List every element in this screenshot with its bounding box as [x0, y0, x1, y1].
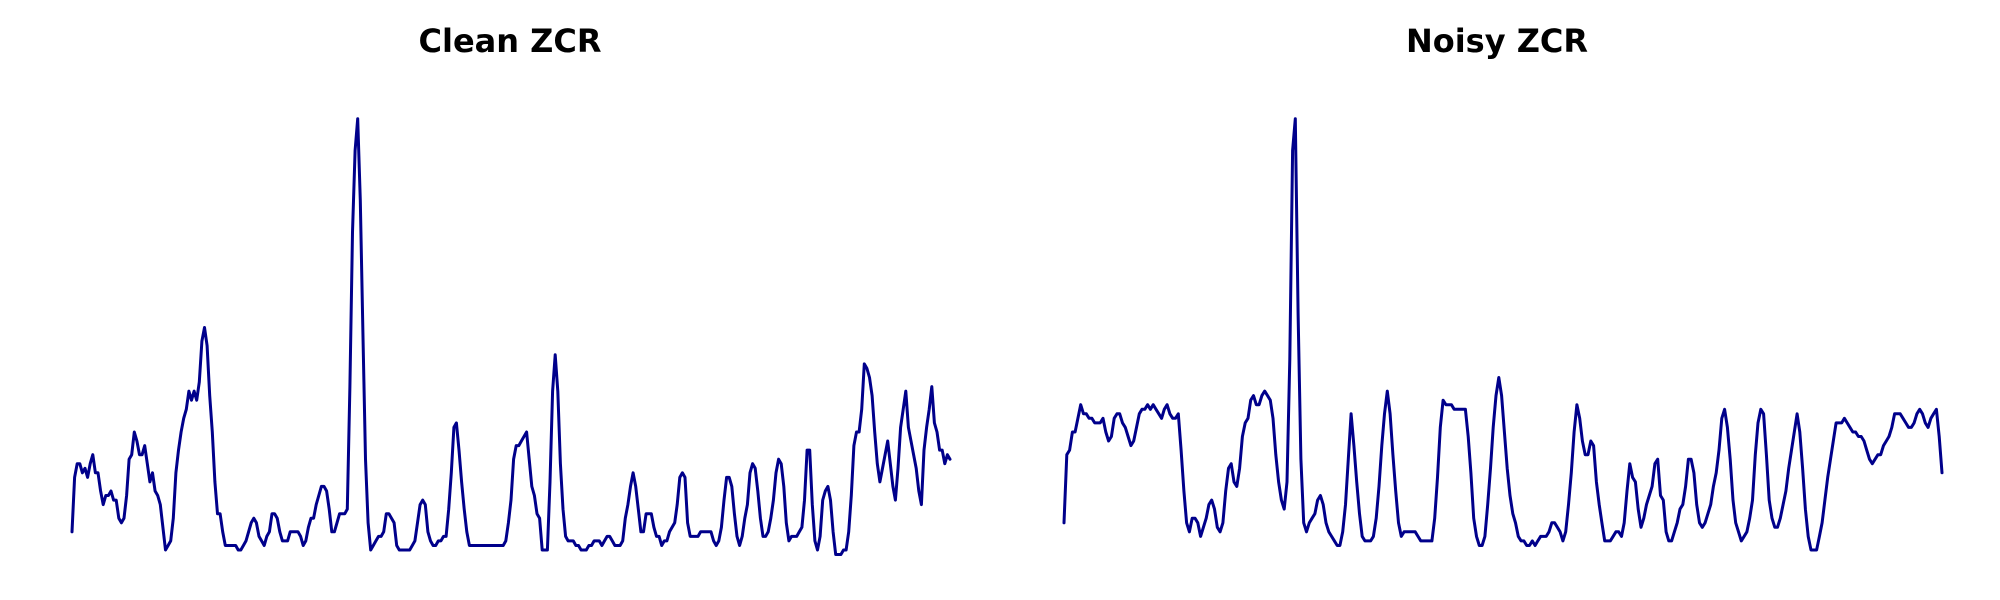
noisy-zcr-series-line-0: [1062, 117, 1944, 552]
noisy-zcr-panel: Noisy ZCR: [1000, 0, 2000, 600]
clean-zcr-series-line-0: [70, 117, 952, 556]
chart-title-clean: Clean ZCR: [418, 22, 602, 60]
clean-zcr-panel: Clean ZCR: [70, 22, 952, 556]
clean-zcr-plot: [70, 117, 952, 556]
noisy-zcr-plot: [1062, 117, 1944, 552]
chart-title-noisy: Noisy ZCR: [1405, 22, 1589, 60]
